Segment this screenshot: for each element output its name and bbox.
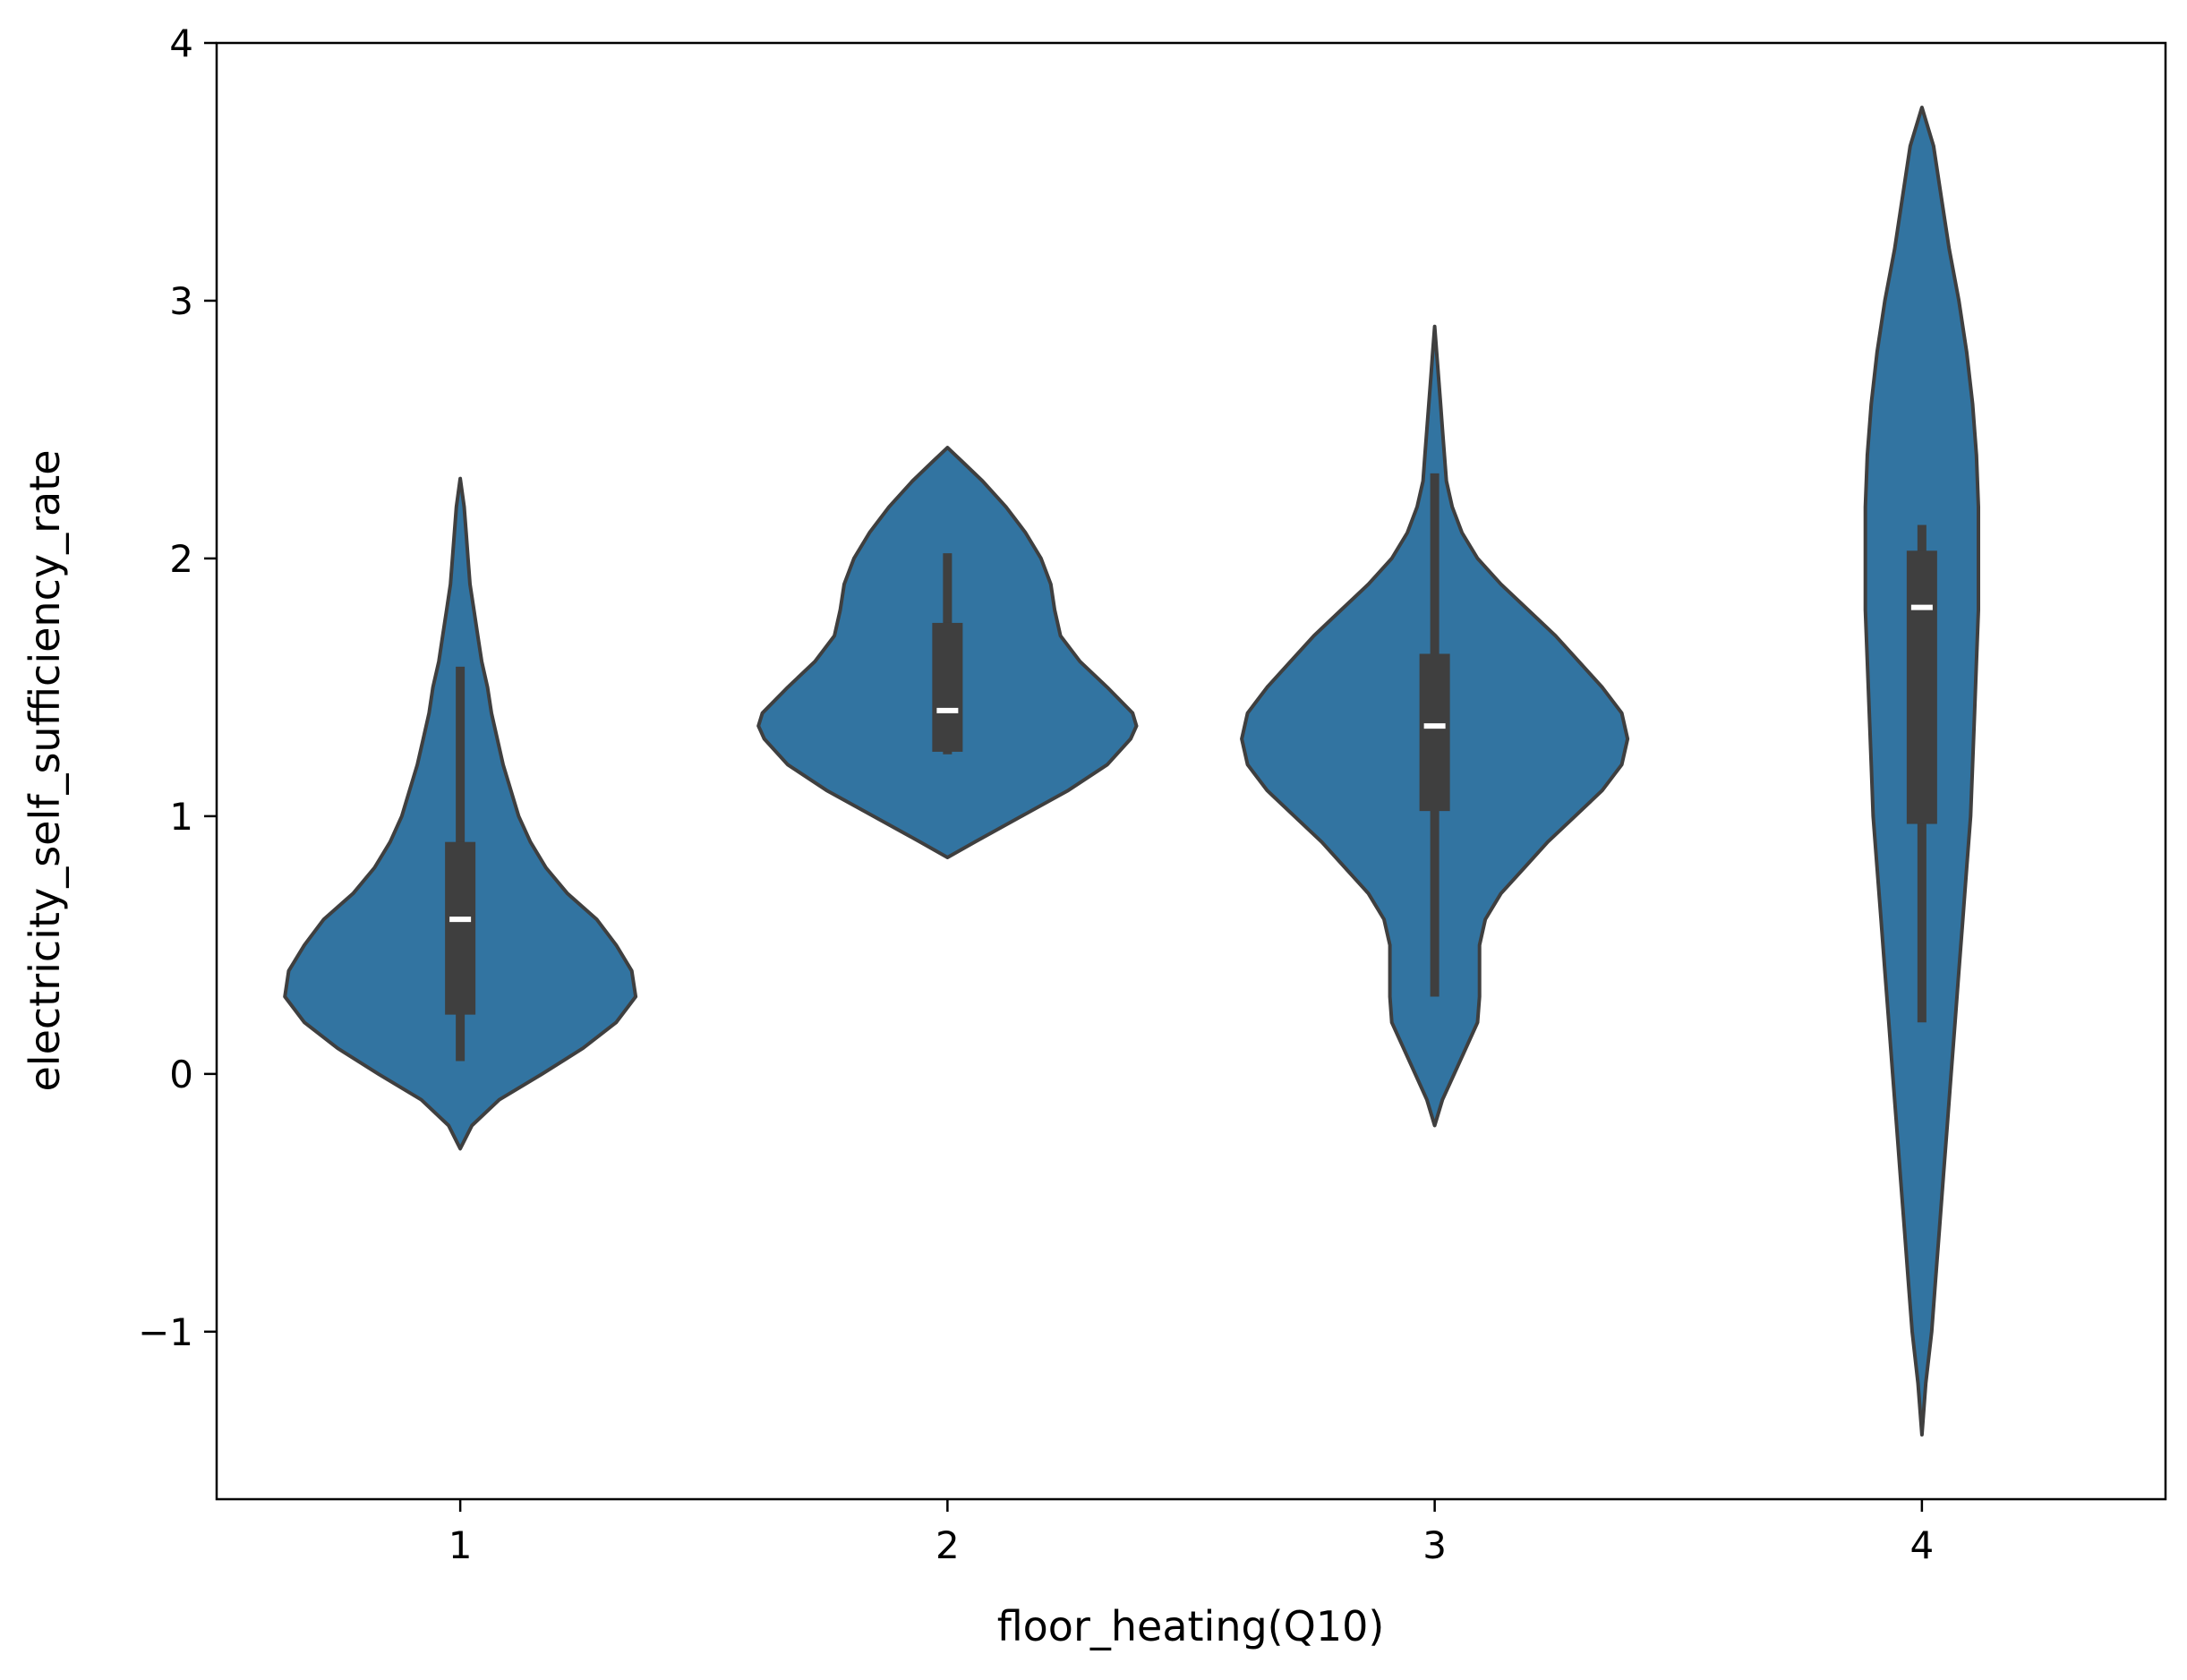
- y-tick-label-1: 0: [169, 1053, 193, 1096]
- x-tick-label-4: 4: [1910, 1523, 1935, 1567]
- violin-layer: [283, 106, 1980, 1437]
- violin-box-2: [932, 622, 963, 752]
- y-tick-label-0: −1: [138, 1310, 193, 1354]
- y-tick-label-5: 4: [169, 21, 193, 65]
- x-tick-label-1: 1: [449, 1523, 473, 1567]
- violin-box-4: [1906, 550, 1937, 824]
- y-tick-label-2: 1: [169, 795, 193, 839]
- x-tick-label-3: 3: [1422, 1523, 1447, 1567]
- x-axis-label: floor_heating(Q10): [997, 1602, 1385, 1650]
- y-axis-label: electricity_self_sufficiency_rate: [21, 449, 69, 1091]
- y-axis-ticks: −1 0 1 2 3 4: [138, 21, 217, 1354]
- violin-box-1: [445, 841, 476, 1015]
- x-axis-ticks: 1 2 3 4: [449, 1499, 1934, 1567]
- y-tick-label-3: 2: [169, 537, 193, 581]
- y-tick-label-4: 3: [169, 279, 193, 323]
- x-tick-label-2: 2: [935, 1523, 960, 1567]
- violin-box-3: [1419, 653, 1450, 812]
- plot-frame: [215, 41, 2167, 1501]
